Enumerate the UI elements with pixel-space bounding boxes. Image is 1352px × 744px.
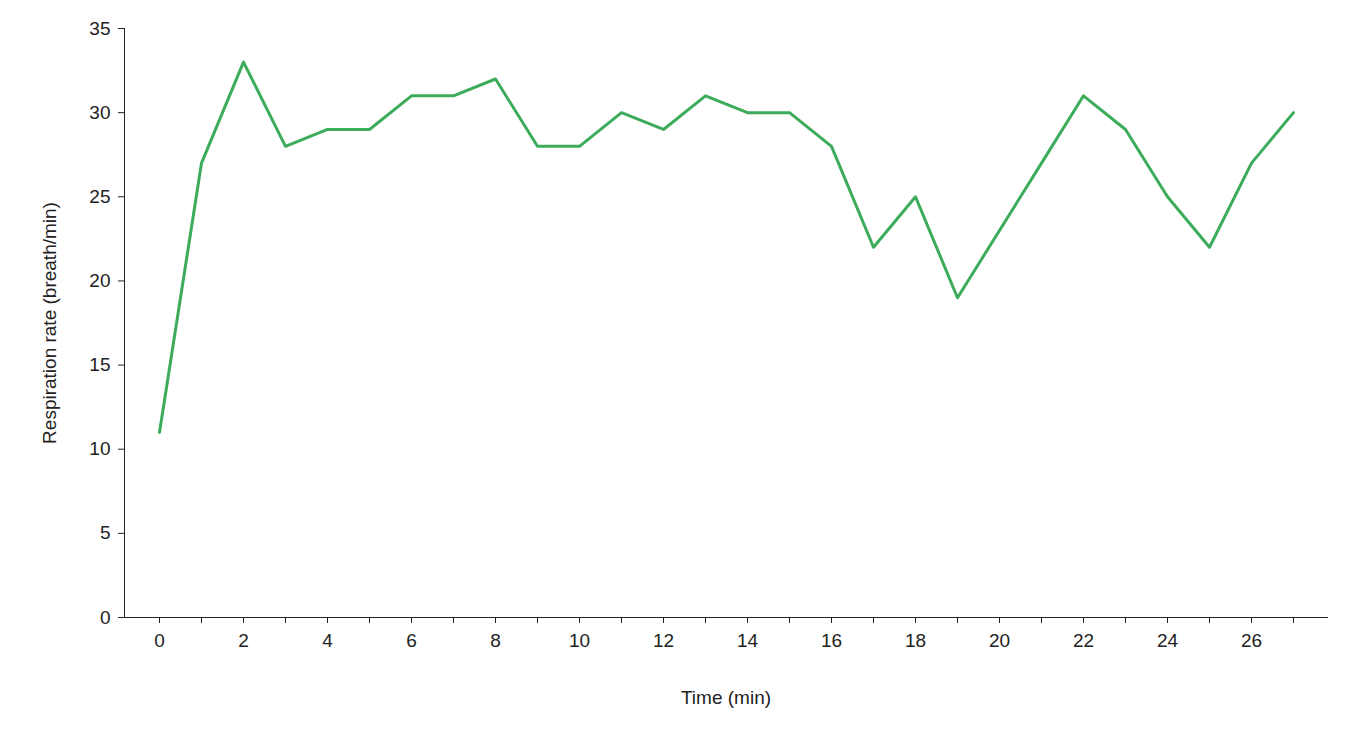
svg-text:30: 30 [89, 102, 110, 123]
svg-text:18: 18 [905, 630, 926, 651]
svg-text:26: 26 [1241, 630, 1262, 651]
svg-text:15: 15 [89, 354, 110, 375]
svg-text:0: 0 [100, 607, 111, 628]
svg-text:10: 10 [569, 630, 590, 651]
svg-text:0: 0 [154, 630, 165, 651]
svg-text:5: 5 [100, 522, 111, 543]
svg-text:16: 16 [821, 630, 842, 651]
svg-text:20: 20 [989, 630, 1010, 651]
svg-text:12: 12 [653, 630, 674, 651]
svg-text:Time (min): Time (min) [681, 687, 771, 708]
svg-text:6: 6 [406, 630, 417, 651]
svg-text:20: 20 [89, 270, 110, 291]
svg-text:24: 24 [1157, 630, 1179, 651]
svg-text:25: 25 [89, 186, 110, 207]
svg-text:2: 2 [238, 630, 249, 651]
svg-text:8: 8 [490, 630, 501, 651]
svg-text:Respiration rate (breath/min): Respiration rate (breath/min) [39, 202, 60, 444]
svg-text:4: 4 [322, 630, 333, 651]
svg-text:14: 14 [737, 630, 759, 651]
svg-text:22: 22 [1073, 630, 1094, 651]
svg-text:10: 10 [89, 438, 110, 459]
svg-text:35: 35 [89, 18, 110, 39]
